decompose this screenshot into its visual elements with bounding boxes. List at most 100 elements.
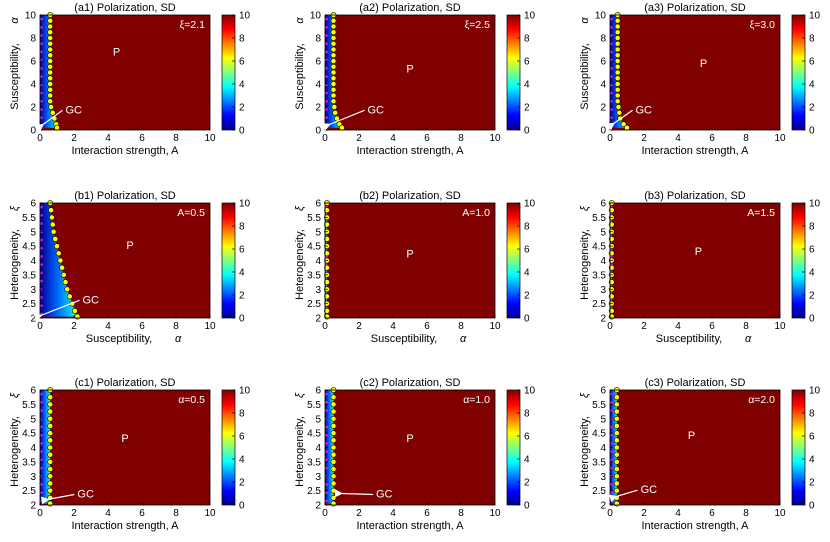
gc-point xyxy=(610,67,613,70)
gc-point xyxy=(40,491,43,494)
colorbar-tick-label: 10 xyxy=(524,199,536,210)
colorbar-tick-label: 0 xyxy=(524,314,530,325)
x-tick-label: 4 xyxy=(390,133,396,144)
colorbar-tick-label: 8 xyxy=(809,222,815,233)
y-tick-label: 6 xyxy=(600,199,606,210)
gc-point xyxy=(610,458,613,462)
y-axis-label: Heterogeneity, xyxy=(579,229,591,300)
panel-a2: 0 2 4 6 8 10 0 2 4 6 8 10 (a2) Polarization, SD Inter… xyxy=(294,2,536,157)
y-tick-label: 4.5 xyxy=(592,429,606,440)
boundary-point xyxy=(614,35,621,41)
boundary-point xyxy=(330,437,337,444)
y-tick-label: 5 xyxy=(315,227,321,238)
y-tick-label: 3 xyxy=(30,285,36,296)
gc-point xyxy=(610,17,613,21)
gc-point xyxy=(325,34,328,37)
x-tick-label: 10 xyxy=(204,508,216,519)
boundary-point xyxy=(613,444,620,451)
boundary-point xyxy=(49,109,56,116)
x-tick-label: 10 xyxy=(774,133,786,144)
region-label-gc: GC xyxy=(641,484,658,496)
boundary-point xyxy=(66,293,73,300)
x-tick-label: 6 xyxy=(709,321,715,332)
gc-point xyxy=(40,246,43,250)
region-label-p: P xyxy=(113,46,120,58)
colorbar-tick-label: 6 xyxy=(809,57,815,68)
gc-point xyxy=(325,116,328,119)
gc-point xyxy=(325,75,328,78)
boundary-point xyxy=(614,86,621,93)
boundary-point xyxy=(47,52,54,59)
boundary-point xyxy=(324,307,330,314)
gc-point xyxy=(325,491,328,494)
boundary-point xyxy=(324,250,330,257)
boundary-point xyxy=(47,415,54,422)
x-tick-label: 2 xyxy=(641,321,647,332)
y-tick-label: 3 xyxy=(600,472,606,483)
y-tick-label: 6 xyxy=(315,57,321,68)
axes-frame xyxy=(324,14,496,131)
x-tick-label: 0 xyxy=(322,321,328,332)
boundary-point xyxy=(613,473,620,480)
x-axis-symbol: α xyxy=(745,333,752,345)
heatmap-region-p xyxy=(325,203,495,318)
gc-point xyxy=(40,205,43,209)
y-tick-label: 4 xyxy=(600,443,606,454)
boundary-point xyxy=(330,17,337,24)
x-tick-label: 4 xyxy=(675,133,681,144)
gc-point xyxy=(325,108,328,111)
region-label-p: P xyxy=(121,433,128,445)
gc-point xyxy=(610,491,613,494)
colorbar xyxy=(221,14,236,131)
gc-point xyxy=(325,124,328,128)
x-tick-label: 2 xyxy=(356,508,362,519)
y-tick-label: 5 xyxy=(30,414,36,425)
boundary-point xyxy=(330,40,337,47)
y-tick-label: 6 xyxy=(600,57,606,68)
y-tick-label: 3 xyxy=(315,472,321,483)
boundary-point xyxy=(613,423,620,429)
y-axis-label: Heterogeneity, xyxy=(579,416,591,487)
gc-point xyxy=(610,442,613,445)
colorbar-tick-label: 10 xyxy=(239,11,251,22)
x-tick-label: 6 xyxy=(709,508,715,519)
gc-point xyxy=(40,17,43,21)
x-tick-label: 4 xyxy=(675,321,681,332)
gc-point xyxy=(325,458,328,462)
x-tick-label: 8 xyxy=(458,321,464,332)
gc-arrow xyxy=(608,489,638,503)
parameter-label: α=0.5 xyxy=(178,394,205,406)
gc-point xyxy=(610,91,613,95)
colorbar-tick-label: 2 xyxy=(809,103,815,114)
boundary-point xyxy=(330,58,337,64)
boundary-point xyxy=(330,458,337,465)
gc-point xyxy=(40,425,43,429)
gc-point xyxy=(610,26,613,29)
boundary-point xyxy=(614,52,621,59)
gc-point xyxy=(610,99,613,103)
gc-point xyxy=(325,91,328,95)
gc-point xyxy=(40,34,43,37)
y-axis-label-group: Heterogeneity, ξ xyxy=(579,392,591,487)
x-tick-label: 4 xyxy=(390,321,396,332)
gc-arrow xyxy=(334,489,374,498)
x-tick-label: 6 xyxy=(424,321,430,332)
boundary-point xyxy=(330,473,337,480)
x-tick-label: 8 xyxy=(173,133,179,144)
boundary-point xyxy=(47,63,54,70)
colorbar-tick-label: 8 xyxy=(524,222,530,233)
panel-title: (c2) Polarization, SD xyxy=(360,377,461,389)
gc-point xyxy=(40,499,43,503)
y-tick-label: 2 xyxy=(30,314,36,325)
gc-point xyxy=(325,392,328,396)
boundary-point xyxy=(47,466,54,472)
gc-point xyxy=(325,50,328,54)
boundary-point xyxy=(47,394,54,401)
colorbar-tick-label: 4 xyxy=(809,455,815,466)
colorbar-tick-label: 4 xyxy=(524,268,530,279)
y-axis-label: Heterogeneity, xyxy=(9,416,21,487)
colorbar-tick-label: 0 xyxy=(524,126,530,137)
y-tick-label: 6 xyxy=(30,386,36,397)
gc-arrow xyxy=(606,109,633,131)
